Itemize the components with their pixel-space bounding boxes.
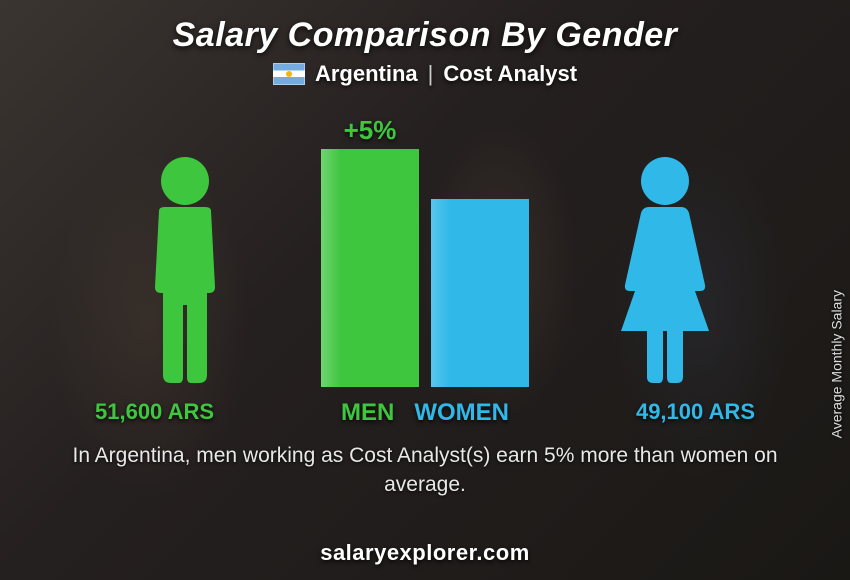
y-axis-label: Average Monthly Salary	[828, 290, 844, 438]
argentina-flag-icon	[273, 63, 305, 85]
men-salary-value: 51,600 ARS	[95, 399, 214, 425]
salary-infographic: +5% 51,600 ARS MEN WOMEN 49,100 ARS	[95, 105, 755, 425]
male-person-icon	[125, 155, 245, 385]
women-bar	[431, 199, 529, 387]
country-label: Argentina	[315, 61, 418, 87]
page-title: Salary Comparison By Gender	[0, 0, 850, 55]
separator: |	[428, 61, 434, 87]
men-label: MEN	[341, 399, 394, 427]
footer-attribution: salaryexplorer.com	[0, 540, 850, 566]
men-bar: +5%	[321, 149, 419, 387]
women-label: WOMEN	[414, 399, 509, 427]
subtitle-row: Argentina | Cost Analyst	[0, 61, 850, 87]
female-person-icon	[605, 155, 725, 385]
bar-group: +5%	[321, 149, 529, 387]
job-title-label: Cost Analyst	[443, 61, 577, 87]
summary-text: In Argentina, men working as Cost Analys…	[0, 441, 850, 500]
percent-difference-label: +5%	[344, 115, 397, 146]
bottom-label-row: 51,600 ARS MEN WOMEN 49,100 ARS	[95, 399, 755, 425]
women-salary-value: 49,100 ARS	[636, 399, 755, 425]
